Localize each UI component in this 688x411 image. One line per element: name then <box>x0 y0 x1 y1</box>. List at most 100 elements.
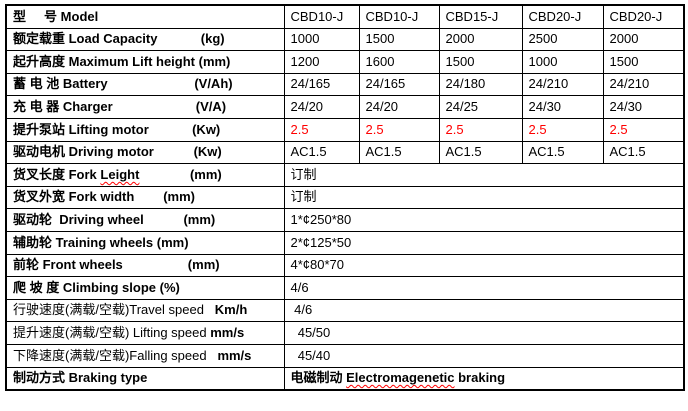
spec-value-load-capacity: 1500 <box>358 27 440 52</box>
spec-value-driving-motor: AC1.5 <box>521 140 604 165</box>
text-segment: 45/50 <box>290 324 331 340</box>
text-segment: 蓄 电 池 Battery (V/Ah) <box>13 76 233 92</box>
spec-value-charger: 24/20 <box>358 95 440 119</box>
row-label-lifting-speed: 提升速度(满载/空载) Lifting speed mm/s <box>5 321 285 345</box>
table-row-driving-wheel: 驱动轮 Driving wheel (mm) 1*¢250*80 <box>5 208 685 232</box>
text-segment: braking <box>454 370 506 386</box>
spec-value-lifting-motor: 2.5 <box>438 117 523 142</box>
table-row-fork-length: 货叉长度 Fork Leight (mm) 订制 <box>5 163 685 187</box>
text-segment: 订制 <box>290 189 317 205</box>
spec-value-max-lift-height: 1200 <box>283 50 360 74</box>
spec-value-max-lift-height: 1000 <box>521 50 604 74</box>
spec-value-span-fork-width: 订制 <box>283 185 685 210</box>
spec-value-charger: 24/30 <box>602 95 685 119</box>
spec-value-driving-motor: AC1.5 <box>358 140 440 165</box>
spec-value-load-capacity: 1000 <box>283 27 360 52</box>
table-row-climbing-slope: 爬 坡 度 Climbing slope (%) 4/6 <box>5 276 685 300</box>
row-label-driving-motor: 驱动电机 Driving motor (Kw) <box>5 140 285 165</box>
text-segment: 前轮 Front wheels (mm) <box>13 257 220 273</box>
misspelled-word: Electromagenetic <box>346 370 455 386</box>
table-row-lifting-speed: 提升速度(满载/空载) Lifting speed mm/s 45/50 <box>5 321 685 345</box>
text-segment: 提升泵站 Lifting motor (Kw) <box>13 121 221 137</box>
text-segment: 充 电 器 Charger (V/A) <box>13 99 227 115</box>
row-label-lifting-motor: 提升泵站 Lifting motor (Kw) <box>5 117 285 142</box>
row-label-battery: 蓄 电 池 Battery (V/Ah) <box>5 72 285 97</box>
spec-value-load-capacity: 2000 <box>438 27 523 52</box>
spec-value-charger: 24/20 <box>283 95 360 119</box>
spec-value-battery: 24/210 <box>602 72 685 97</box>
table-row-model: 型 号 Model CBD10-J CBD10-J CBD15-J CBD20-J CBD… <box>5 4 685 29</box>
misspelled-word: Leight <box>100 166 140 182</box>
text-segment: 电磁制动 <box>290 370 347 386</box>
table-row-falling-speed: 下降速度(满载/空载)Falling speed mm/s 45/40 <box>5 343 685 368</box>
spec-value-model: CBD20-J <box>602 4 685 29</box>
row-label-charger: 充 电 器 Charger (V/A) <box>5 95 285 119</box>
spec-value-span-lifting-speed: 45/50 <box>283 321 685 345</box>
table-row-braking-type: 制动方式 Braking type 电磁制动 Electromagenetic b… <box>5 366 685 391</box>
table-row-load-capacity: 额定载重 Load Capacity (kg) 1000 1500 2000 2500 2… <box>5 27 685 52</box>
row-label-max-lift-height: 起升高度 Maximum Lift height (mm) <box>5 50 285 74</box>
spec-value-battery: 24/165 <box>358 72 440 97</box>
text-segment: 4/6 <box>290 279 309 295</box>
spec-value-charger: 24/30 <box>521 95 604 119</box>
spec-value-max-lift-height: 1500 <box>438 50 523 74</box>
table-row-training-wheels: 辅助轮 Training wheels (mm) 2*¢125*50 <box>5 230 685 255</box>
row-label-climbing-slope: 爬 坡 度 Climbing slope (%) <box>5 276 285 300</box>
spec-value-lifting-motor: 2.5 <box>283 117 360 142</box>
text-segment: 制动方式 Braking type <box>13 370 148 386</box>
text-segment: 辅助轮 Training wheels (mm) <box>13 234 189 250</box>
table-row-max-lift-height: 起升高度 Maximum Lift height (mm) 1200 1600 150… <box>5 50 685 74</box>
spec-value-driving-motor: AC1.5 <box>438 140 523 165</box>
row-label-falling-speed: 下降速度(满载/空载)Falling speed mm/s <box>5 343 285 368</box>
text-segment: 驱动电机 Driving motor (Kw) <box>13 144 222 160</box>
text-segment: 4*¢80*70 <box>290 257 345 273</box>
table-row-lifting-motor: 提升泵站 Lifting motor (Kw) 2.5 2.5 2.5 2.5 2.5 <box>5 117 685 142</box>
text-segment: 4/6 <box>290 302 313 318</box>
spec-value-load-capacity: 2000 <box>602 27 685 52</box>
text-segment: 下降速度(满载/空载)Falling speed <box>13 347 211 363</box>
text-segment: mm/s <box>210 324 245 340</box>
text-segment: Km/h <box>203 302 248 318</box>
spec-value-span-travel-speed: 4/6 <box>283 298 685 323</box>
table-row-front-wheels: 前轮 Front wheels (mm) 4*¢80*70 <box>5 253 685 278</box>
text-segment: 订制 <box>290 166 317 182</box>
text-segment: 45/40 <box>290 347 331 363</box>
table-row-fork-width: 货叉外宽 Fork width (mm) 订制 <box>5 185 685 210</box>
spec-value-model: CBD20-J <box>521 4 604 29</box>
row-label-load-capacity: 额定载重 Load Capacity (kg) <box>5 27 285 52</box>
spec-value-span-driving-wheel: 1*¢250*80 <box>283 208 685 232</box>
text-segment: 2*¢125*50 <box>290 234 352 250</box>
spec-table-body: 型 号 Model CBD10-J CBD10-J CBD15-J CBD20-J CBD… <box>5 4 685 391</box>
spec-value-span-front-wheels: 4*¢80*70 <box>283 253 685 278</box>
spec-value-model: CBD10-J <box>283 4 360 29</box>
row-label-fork-width: 货叉外宽 Fork width (mm) <box>5 185 285 210</box>
spec-value-span-climbing-slope: 4/6 <box>283 276 685 300</box>
text-segment: 驱动轮 Driving wheel (mm) <box>13 211 216 227</box>
text-segment: 型 号 Model <box>13 8 99 24</box>
spec-value-lifting-motor: 2.5 <box>602 117 685 142</box>
spec-value-span-fork-length: 订制 <box>283 163 685 187</box>
spec-value-span-braking-type: 电磁制动 Electromagenetic braking <box>283 366 685 391</box>
spec-value-battery: 24/210 <box>521 72 604 97</box>
row-label-travel-speed: 行驶速度(满载/空载)Travel speed Km/h <box>5 298 285 323</box>
spec-table: 型 号 Model CBD10-J CBD10-J CBD15-J CBD20-J CBD… <box>5 4 685 392</box>
spec-value-max-lift-height: 1600 <box>358 50 440 74</box>
spec-value-span-training-wheels: 2*¢125*50 <box>283 230 685 255</box>
spec-value-charger: 24/25 <box>438 95 523 119</box>
row-label-training-wheels: 辅助轮 Training wheels (mm) <box>5 230 285 255</box>
text-segment: 货叉外宽 Fork width (mm) <box>13 189 196 205</box>
table-row-charger: 充 电 器 Charger (V/A) 24/20 24/20 24/25 24/30 2… <box>5 95 685 119</box>
text-segment: 行驶速度(满载/空载)Travel speed <box>13 302 204 318</box>
spec-value-model: CBD15-J <box>438 4 523 29</box>
text-segment: (mm) <box>139 166 222 182</box>
spec-value-max-lift-height: 1500 <box>602 50 685 74</box>
text-segment: 额定载重 Load Capacity (kg) <box>13 31 225 47</box>
spec-value-driving-motor: AC1.5 <box>602 140 685 165</box>
text-segment: 起升高度 Maximum Lift height (mm) <box>13 53 231 69</box>
row-label-front-wheels: 前轮 Front wheels (mm) <box>5 253 285 278</box>
spec-sheet: 型 号 Model CBD10-J CBD10-J CBD15-J CBD20-J CBD… <box>5 4 685 392</box>
text-segment: 1*¢250*80 <box>290 211 352 227</box>
table-row-battery: 蓄 电 池 Battery (V/Ah) 24/165 24/165 24/180 24… <box>5 72 685 97</box>
spec-value-battery: 24/180 <box>438 72 523 97</box>
spec-value-span-falling-speed: 45/40 <box>283 343 685 368</box>
